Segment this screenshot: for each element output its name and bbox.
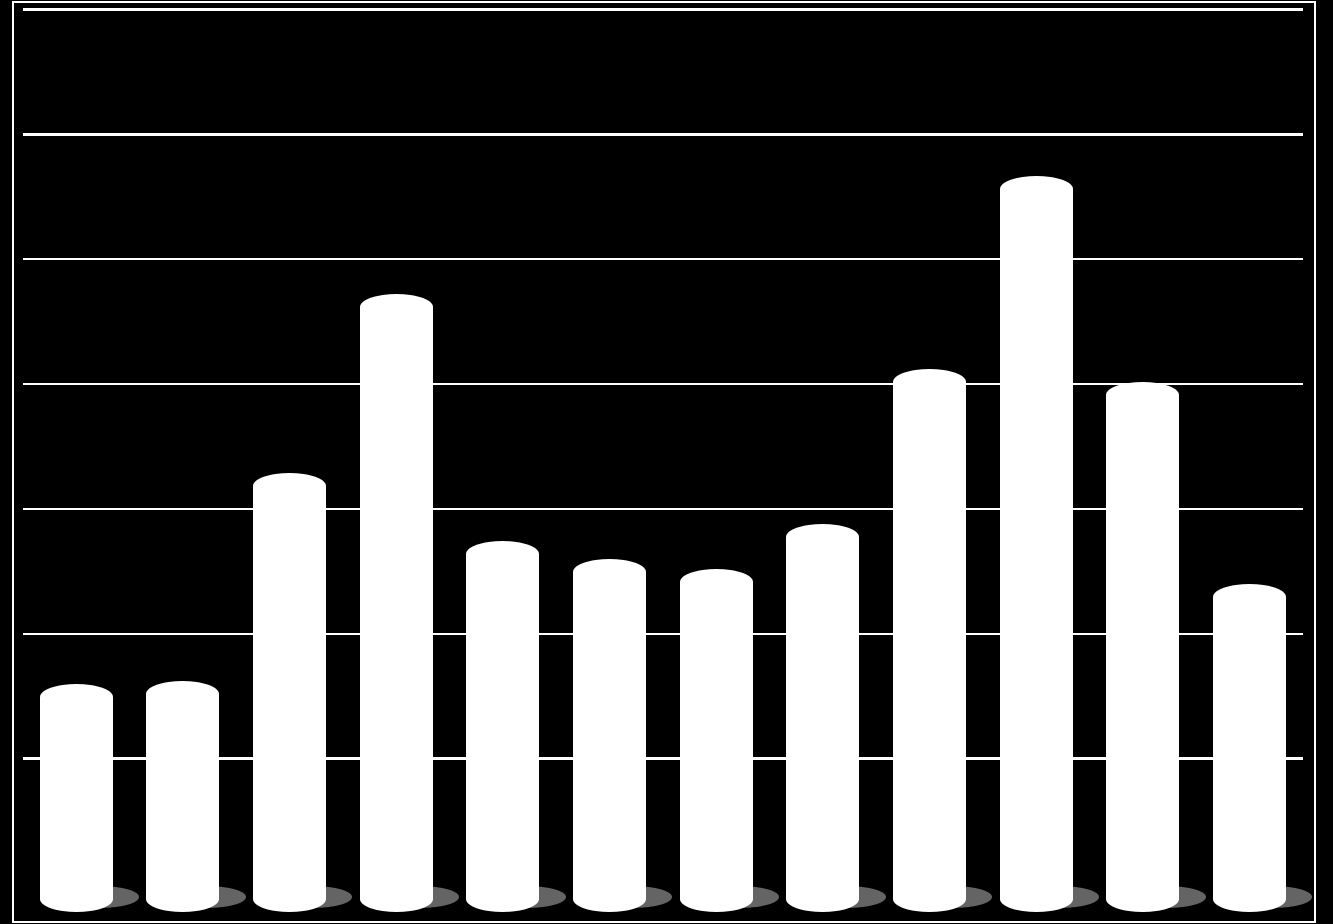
bar-body: [146, 694, 219, 898]
bar: [893, 356, 966, 898]
bar: [146, 668, 219, 898]
bar-body: [573, 572, 646, 899]
bar-top-cap: [786, 524, 859, 550]
bar-top-cap: [1000, 176, 1073, 202]
bar-top-cap: [360, 294, 433, 320]
bars-container: [23, 10, 1303, 899]
bar-body: [40, 697, 113, 899]
bar-top-cap: [40, 684, 113, 710]
bar: [40, 671, 113, 899]
bar-top-cap: [893, 369, 966, 395]
bar-body: [1000, 189, 1073, 899]
bar-body: [360, 307, 433, 898]
bar: [573, 546, 646, 899]
bar: [466, 528, 539, 898]
chart-frame: [12, 1, 1316, 923]
bar-body: [466, 554, 539, 898]
bar: [786, 511, 859, 899]
bar: [360, 281, 433, 898]
bar-top-cap: [573, 559, 646, 585]
bar-top-cap: [680, 569, 753, 595]
plot-area: [23, 10, 1303, 899]
bar-body: [253, 486, 326, 899]
bar-top-cap: [253, 473, 326, 499]
bar-top-cap: [1106, 382, 1179, 408]
bar-body: [1213, 597, 1286, 899]
bar: [1000, 163, 1073, 899]
bar-body: [893, 382, 966, 898]
bar-body: [680, 582, 753, 899]
bar-top-cap: [1213, 584, 1286, 610]
bar: [1213, 571, 1286, 899]
bar: [253, 460, 326, 899]
bar-body: [1106, 395, 1179, 899]
bar: [1106, 369, 1179, 899]
bar-body: [786, 537, 859, 899]
bar: [680, 556, 753, 899]
